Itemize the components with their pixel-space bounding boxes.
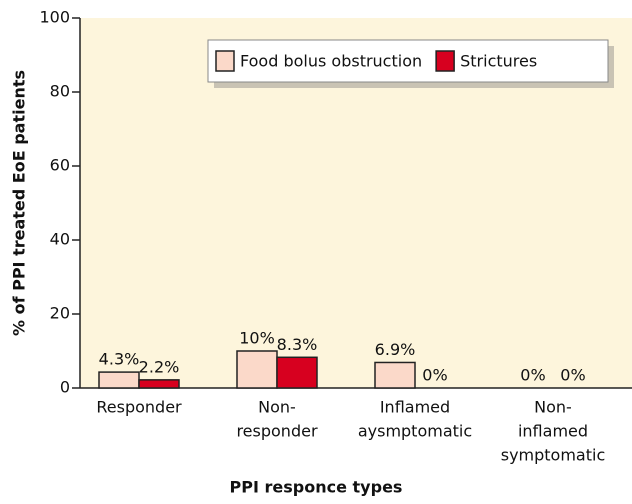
legend-label: Strictures xyxy=(460,52,537,71)
y-axis-title: % of PPI treated EoE patients xyxy=(10,70,29,336)
value-label: 0% xyxy=(520,366,545,385)
x-tick-label: Non- xyxy=(258,398,296,417)
value-label: 0% xyxy=(560,366,585,385)
y-tick-label: 40 xyxy=(50,230,70,249)
value-label: 0% xyxy=(422,366,447,385)
x-tick-label: Responder xyxy=(96,398,182,417)
x-tick-label: Non- xyxy=(534,398,572,417)
value-label: 6.9% xyxy=(375,340,416,359)
y-tick-label: 0 xyxy=(60,378,70,397)
x-axis-title: PPI responce types xyxy=(230,478,403,497)
bar xyxy=(138,379,180,389)
y-tick-label: 20 xyxy=(50,304,70,323)
value-label: 10% xyxy=(239,329,275,348)
x-tick-label: symptomatic xyxy=(501,446,606,465)
value-label: 4.3% xyxy=(99,350,140,369)
x-tick-label: Inflamed xyxy=(380,398,450,417)
bar xyxy=(236,350,278,389)
x-tick-label: responder xyxy=(236,422,317,441)
value-label: 2.2% xyxy=(139,357,180,376)
bar xyxy=(374,361,416,389)
legend-label: Food bolus obstruction xyxy=(240,52,422,71)
x-tick-label: inflamed xyxy=(518,422,588,441)
legend-swatch xyxy=(215,50,235,72)
x-tick-label: aysmptomatic xyxy=(358,422,472,441)
legend-swatch xyxy=(435,50,455,72)
y-tick-label: 100 xyxy=(39,8,70,27)
legend xyxy=(207,39,609,83)
y-tick-label: 80 xyxy=(50,82,70,101)
bar xyxy=(98,371,140,389)
value-label: 8.3% xyxy=(277,335,318,354)
y-tick-label: 60 xyxy=(50,156,70,175)
bar xyxy=(276,356,318,389)
